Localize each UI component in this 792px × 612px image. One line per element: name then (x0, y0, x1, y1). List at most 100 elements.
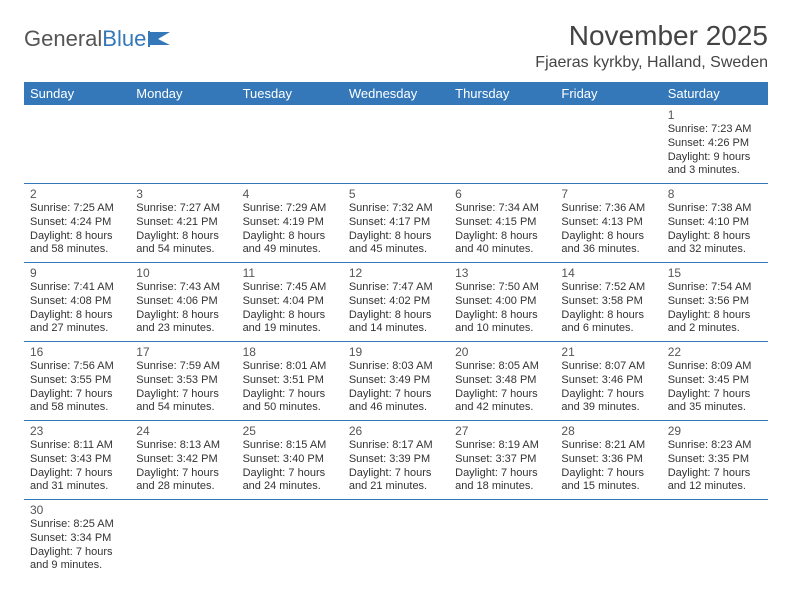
day-info: Sunrise: 7:23 AMSunset: 4:26 PMDaylight:… (668, 123, 762, 178)
daylight-text: Daylight: 7 hours and 24 minutes. (243, 467, 337, 495)
day-info: Sunrise: 8:15 AMSunset: 3:40 PMDaylight:… (243, 439, 337, 494)
daylight-text: Daylight: 7 hours and 21 minutes. (349, 467, 443, 495)
calendar-day: 13Sunrise: 7:50 AMSunset: 4:00 PMDayligh… (449, 263, 555, 342)
calendar-empty (555, 105, 661, 184)
sunrise-text: Sunrise: 7:56 AM (30, 360, 124, 374)
calendar-empty (662, 500, 768, 579)
day-info: Sunrise: 7:56 AMSunset: 3:55 PMDaylight:… (30, 360, 124, 415)
sunrise-text: Sunrise: 7:47 AM (349, 281, 443, 295)
sunset-text: Sunset: 4:04 PM (243, 295, 337, 309)
sunrise-text: Sunrise: 7:23 AM (668, 123, 762, 137)
sunset-text: Sunset: 3:51 PM (243, 374, 337, 388)
calendar-day: 5Sunrise: 7:32 AMSunset: 4:17 PMDaylight… (343, 184, 449, 263)
sunset-text: Sunset: 4:02 PM (349, 295, 443, 309)
weekday-header: Monday (130, 82, 236, 105)
daylight-text: Daylight: 8 hours and 49 minutes. (243, 230, 337, 258)
daylight-text: Daylight: 7 hours and 18 minutes. (455, 467, 549, 495)
sunset-text: Sunset: 4:24 PM (30, 216, 124, 230)
calendar-day: 16Sunrise: 7:56 AMSunset: 3:55 PMDayligh… (24, 342, 130, 421)
day-number: 19 (349, 345, 443, 359)
logo-flag-icon (148, 30, 174, 48)
sunset-text: Sunset: 3:42 PM (136, 453, 230, 467)
day-number: 6 (455, 187, 549, 201)
daylight-text: Daylight: 7 hours and 46 minutes. (349, 388, 443, 416)
daylight-text: Daylight: 7 hours and 39 minutes. (561, 388, 655, 416)
sunrise-text: Sunrise: 7:41 AM (30, 281, 124, 295)
day-info: Sunrise: 7:52 AMSunset: 3:58 PMDaylight:… (561, 281, 655, 336)
day-number: 1 (668, 108, 762, 122)
day-number: 3 (136, 187, 230, 201)
sunset-text: Sunset: 4:10 PM (668, 216, 762, 230)
sunset-text: Sunset: 3:40 PM (243, 453, 337, 467)
day-number: 27 (455, 424, 549, 438)
sunset-text: Sunset: 3:56 PM (668, 295, 762, 309)
sunset-text: Sunset: 3:55 PM (30, 374, 124, 388)
daylight-text: Daylight: 7 hours and 54 minutes. (136, 388, 230, 416)
day-number: 10 (136, 266, 230, 280)
calendar-row: 9Sunrise: 7:41 AMSunset: 4:08 PMDaylight… (24, 263, 768, 342)
weekday-header: Saturday (662, 82, 768, 105)
sunrise-text: Sunrise: 8:13 AM (136, 439, 230, 453)
day-number: 29 (668, 424, 762, 438)
sunrise-text: Sunrise: 7:27 AM (136, 202, 230, 216)
sunrise-text: Sunrise: 7:59 AM (136, 360, 230, 374)
day-info: Sunrise: 8:25 AMSunset: 3:34 PMDaylight:… (30, 518, 124, 573)
sunrise-text: Sunrise: 8:21 AM (561, 439, 655, 453)
day-number: 24 (136, 424, 230, 438)
sunrise-text: Sunrise: 7:45 AM (243, 281, 337, 295)
day-info: Sunrise: 8:11 AMSunset: 3:43 PMDaylight:… (30, 439, 124, 494)
calendar-day: 24Sunrise: 8:13 AMSunset: 3:42 PMDayligh… (130, 421, 236, 500)
day-number: 20 (455, 345, 549, 359)
calendar-table: Sunday Monday Tuesday Wednesday Thursday… (24, 82, 768, 578)
day-number: 18 (243, 345, 337, 359)
daylight-text: Daylight: 7 hours and 28 minutes. (136, 467, 230, 495)
daylight-text: Daylight: 9 hours and 3 minutes. (668, 151, 762, 179)
calendar-empty (343, 500, 449, 579)
calendar-row: 23Sunrise: 8:11 AMSunset: 3:43 PMDayligh… (24, 421, 768, 500)
sunrise-text: Sunrise: 8:25 AM (30, 518, 124, 532)
calendar-day: 12Sunrise: 7:47 AMSunset: 4:02 PMDayligh… (343, 263, 449, 342)
calendar-day: 27Sunrise: 8:19 AMSunset: 3:37 PMDayligh… (449, 421, 555, 500)
day-number: 28 (561, 424, 655, 438)
daylight-text: Daylight: 8 hours and 32 minutes. (668, 230, 762, 258)
day-info: Sunrise: 7:36 AMSunset: 4:13 PMDaylight:… (561, 202, 655, 257)
sunrise-text: Sunrise: 7:34 AM (455, 202, 549, 216)
day-number: 9 (30, 266, 124, 280)
day-info: Sunrise: 8:09 AMSunset: 3:45 PMDaylight:… (668, 360, 762, 415)
logo-text-1: General (24, 26, 102, 52)
sunset-text: Sunset: 3:45 PM (668, 374, 762, 388)
weekday-header: Sunday (24, 82, 130, 105)
calendar-empty (130, 105, 236, 184)
weekday-header: Friday (555, 82, 661, 105)
calendar-day: 9Sunrise: 7:41 AMSunset: 4:08 PMDaylight… (24, 263, 130, 342)
daylight-text: Daylight: 7 hours and 42 minutes. (455, 388, 549, 416)
day-info: Sunrise: 7:29 AMSunset: 4:19 PMDaylight:… (243, 202, 337, 257)
calendar-empty (449, 105, 555, 184)
sunrise-text: Sunrise: 7:25 AM (30, 202, 124, 216)
month-title: November 2025 (535, 20, 768, 52)
day-info: Sunrise: 7:45 AMSunset: 4:04 PMDaylight:… (243, 281, 337, 336)
calendar-day: 2Sunrise: 7:25 AMSunset: 4:24 PMDaylight… (24, 184, 130, 263)
day-info: Sunrise: 7:34 AMSunset: 4:15 PMDaylight:… (455, 202, 549, 257)
day-number: 13 (455, 266, 549, 280)
sunset-text: Sunset: 4:21 PM (136, 216, 230, 230)
calendar-empty (237, 500, 343, 579)
sunrise-text: Sunrise: 8:07 AM (561, 360, 655, 374)
sunrise-text: Sunrise: 8:11 AM (30, 439, 124, 453)
sunset-text: Sunset: 4:08 PM (30, 295, 124, 309)
day-info: Sunrise: 8:03 AMSunset: 3:49 PMDaylight:… (349, 360, 443, 415)
calendar-day: 17Sunrise: 7:59 AMSunset: 3:53 PMDayligh… (130, 342, 236, 421)
sunrise-text: Sunrise: 7:38 AM (668, 202, 762, 216)
daylight-text: Daylight: 8 hours and 40 minutes. (455, 230, 549, 258)
calendar-empty (237, 105, 343, 184)
calendar-day: 22Sunrise: 8:09 AMSunset: 3:45 PMDayligh… (662, 342, 768, 421)
calendar-day: 18Sunrise: 8:01 AMSunset: 3:51 PMDayligh… (237, 342, 343, 421)
day-info: Sunrise: 7:27 AMSunset: 4:21 PMDaylight:… (136, 202, 230, 257)
calendar-empty (555, 500, 661, 579)
calendar-row: 16Sunrise: 7:56 AMSunset: 3:55 PMDayligh… (24, 342, 768, 421)
calendar-day: 4Sunrise: 7:29 AMSunset: 4:19 PMDaylight… (237, 184, 343, 263)
sunset-text: Sunset: 3:37 PM (455, 453, 549, 467)
day-number: 5 (349, 187, 443, 201)
calendar-empty (130, 500, 236, 579)
calendar-row: 30Sunrise: 8:25 AMSunset: 3:34 PMDayligh… (24, 500, 768, 579)
